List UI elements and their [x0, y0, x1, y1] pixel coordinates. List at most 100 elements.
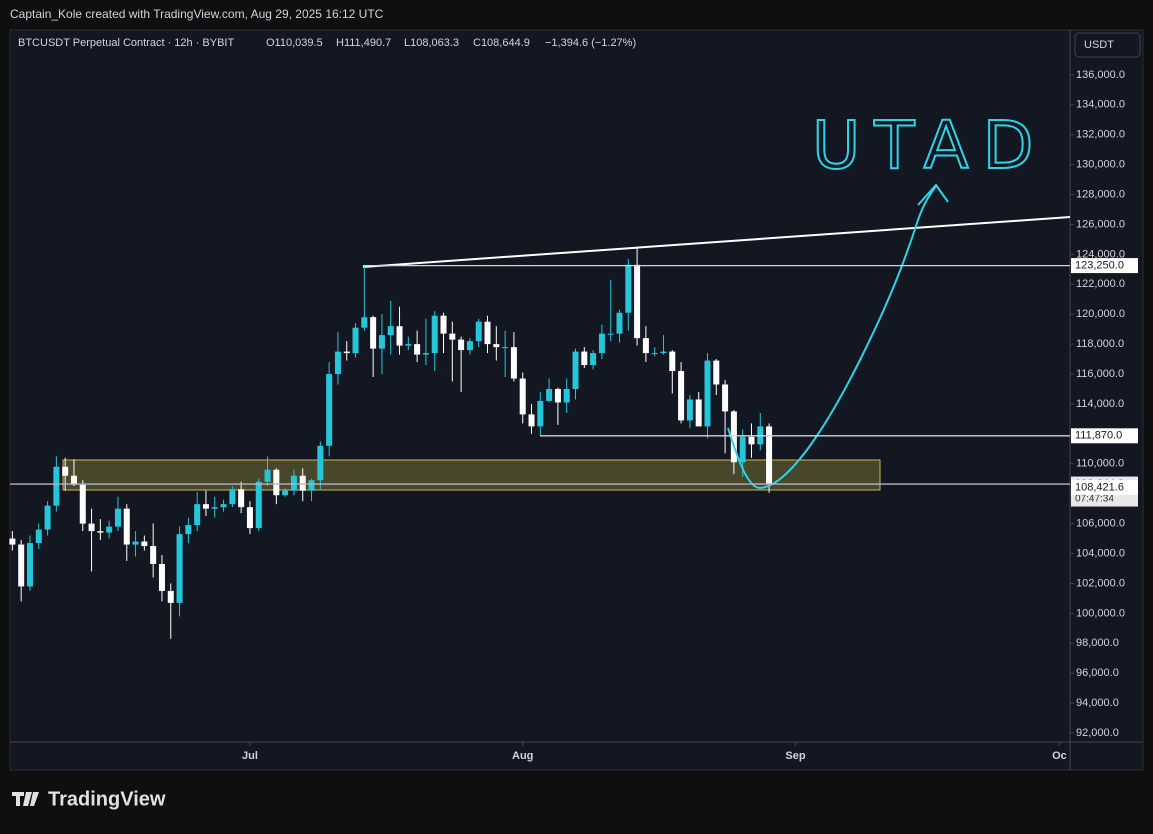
candle-body: [572, 351, 579, 389]
candle-body: [458, 339, 465, 351]
y-tick-label: 102,000.0: [1076, 577, 1125, 589]
candle-body: [590, 353, 597, 366]
candle-body: [581, 351, 588, 366]
price-label: 108,421.6: [1075, 481, 1124, 493]
candle-body: [493, 344, 500, 348]
y-tick-label: 136,000.0: [1076, 69, 1125, 81]
candle-body: [246, 507, 253, 529]
y-tick-label: 110,000.0: [1076, 458, 1124, 470]
candle-body: [194, 504, 201, 526]
candle-body: [475, 321, 482, 342]
demand-zone: [62, 459, 881, 491]
y-tick-label: 98,000.0: [1076, 637, 1119, 649]
candle-body: [238, 489, 245, 508]
x-tick-label: Sep: [785, 750, 805, 762]
candle-body: [616, 312, 623, 334]
price-label-box: [1071, 428, 1138, 444]
credit: Captain_Kole created with TradingView.co…: [10, 7, 384, 21]
candle-body: [378, 335, 385, 349]
annotation: UTAD: [812, 107, 1047, 184]
candle-body: [739, 436, 746, 463]
price-label-box: [1071, 479, 1138, 495]
candle-body: [730, 411, 737, 463]
x-tick-label: Aug: [512, 750, 533, 762]
candle-body: [167, 590, 174, 603]
legend-symbol: BTCUSDT Perpetual Contract · 12h · BYBIT: [18, 37, 234, 49]
candle-body: [114, 508, 121, 527]
candle-body: [642, 338, 649, 354]
candle-body: [678, 371, 685, 421]
candle-body: [598, 333, 605, 354]
y-tick-label: 128,000.0: [1076, 188, 1125, 200]
currency[interactable]: USDT: [1084, 39, 1114, 51]
candle-body: [554, 388, 561, 403]
candle-body: [317, 445, 324, 481]
legend-change: −1,394.6 (−1.27%): [545, 37, 636, 49]
y-tick-label: 106,000.0: [1076, 518, 1125, 530]
candle-body: [352, 327, 359, 354]
trend-line: [362, 216, 1071, 268]
candle-body: [88, 523, 95, 532]
y-tick-label: 96,000.0: [1076, 667, 1119, 679]
candle-body: [748, 436, 755, 445]
candle-body: [35, 529, 42, 544]
candle-body: [484, 321, 491, 345]
legend-close: C108,644.9: [473, 37, 530, 49]
candle-body: [79, 484, 86, 524]
candle-body: [202, 504, 209, 509]
candle-body: [97, 531, 104, 533]
candle-body: [466, 341, 473, 351]
y-tick-label: 100,000.0: [1076, 607, 1125, 619]
candle-body: [62, 466, 69, 476]
price-label: 123,250.0: [1075, 259, 1124, 271]
candle-body: [299, 475, 306, 491]
candle-body: [264, 469, 271, 482]
y-tick-label: 132,000.0: [1076, 129, 1125, 141]
price-label: 111,870.0: [1075, 430, 1122, 442]
candle-body: [150, 546, 157, 564]
candle-body: [686, 399, 693, 421]
candle-body: [713, 360, 720, 385]
candle-body: [361, 317, 368, 328]
y-tick-label: 126,000.0: [1076, 218, 1125, 230]
candle-body: [26, 543, 33, 587]
candle-body: [431, 315, 438, 354]
candle-body: [502, 347, 509, 349]
legend-low: L108,063.3: [404, 37, 459, 49]
candle-body: [396, 326, 403, 346]
currency-box[interactable]: [1074, 32, 1141, 58]
candle-body: [44, 505, 51, 530]
candle-body: [106, 526, 113, 533]
candle-body: [158, 564, 165, 591]
y-tick-label: 118,000.0: [1076, 338, 1124, 350]
candle-body: [185, 525, 192, 535]
candle-body: [387, 326, 394, 336]
candle-body: [414, 344, 421, 355]
candle-body: [282, 490, 289, 496]
candle-body: [255, 481, 262, 529]
legend-open: O110,039.5: [266, 37, 323, 49]
countdown: 07:47:34: [1075, 494, 1114, 505]
candle-body: [334, 351, 341, 375]
candle-body: [537, 400, 544, 427]
panel: [9, 29, 1144, 771]
candle-body: [211, 507, 218, 509]
candle-body: [18, 544, 25, 587]
candle-body: [528, 414, 535, 427]
candle-body: [563, 388, 570, 403]
x-tick-label: Jul: [242, 750, 258, 762]
y-tick-label: 94,000.0: [1076, 697, 1119, 709]
y-tick-label: 124,000.0: [1076, 248, 1125, 260]
candle-body: [669, 351, 676, 372]
candle-body: [53, 466, 60, 506]
candle-body: [766, 426, 773, 485]
legend-high: H111,490.7: [336, 37, 391, 49]
candle-body: [405, 344, 412, 346]
candle-body: [510, 347, 517, 379]
candle-body: [519, 378, 526, 415]
candle-body: [273, 469, 280, 496]
candles: 92,000.0 94,000.0 96,000.0 98,000.0 100,000.…: [9, 69, 1125, 762]
candle-body: [695, 399, 702, 427]
